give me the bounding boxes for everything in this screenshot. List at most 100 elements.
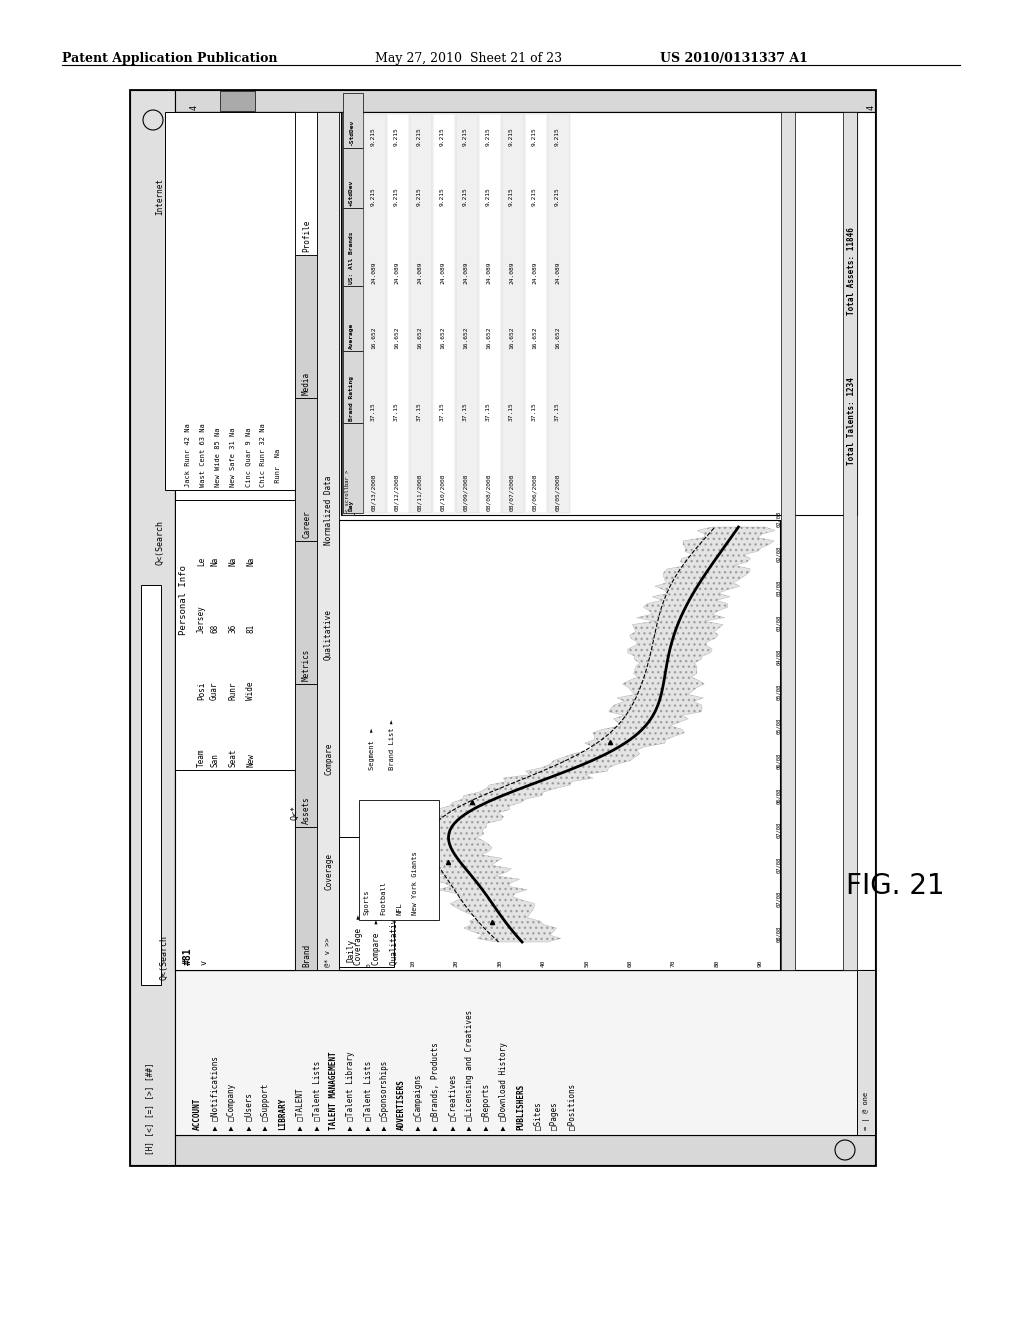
Text: #81: #81	[183, 948, 193, 965]
Polygon shape	[479, 114, 501, 513]
Text: 37.15: 37.15	[440, 403, 445, 421]
Text: 16.652: 16.652	[532, 326, 537, 348]
Text: 03/08: 03/08	[776, 615, 781, 631]
Text: < scrollbar >: < scrollbar >	[345, 470, 350, 512]
Text: □Sites: □Sites	[534, 1102, 542, 1130]
Text: 4: 4	[867, 106, 876, 110]
Text: PUBLISHERS: PUBLISHERS	[516, 1084, 525, 1130]
Polygon shape	[548, 114, 570, 513]
Text: Football: Football	[380, 880, 386, 915]
Text: 16.652: 16.652	[440, 326, 445, 348]
Text: New York Giants: New York Giants	[412, 851, 418, 915]
Polygon shape	[295, 684, 317, 828]
Text: Na: Na	[210, 557, 219, 566]
Text: Posi: Posi	[197, 681, 206, 700]
Text: New: New	[246, 754, 255, 767]
Text: 0: 0	[367, 964, 372, 968]
Text: 9.215: 9.215	[371, 187, 376, 206]
Text: US 2010/0131337 A1: US 2010/0131337 A1	[660, 51, 808, 65]
Polygon shape	[295, 399, 317, 541]
Text: Team: Team	[197, 748, 206, 767]
Text: 16.652: 16.652	[371, 326, 376, 348]
Text: 08/11/2008: 08/11/2008	[417, 474, 422, 511]
Text: Metrics: Metrics	[302, 648, 311, 681]
Text: 90: 90	[758, 960, 763, 968]
Text: Normalized Data: Normalized Data	[324, 475, 333, 545]
Text: 81: 81	[246, 624, 255, 634]
Polygon shape	[410, 114, 432, 513]
Text: 40: 40	[541, 960, 546, 968]
Text: 08/08: 08/08	[776, 925, 781, 942]
Text: = | @ one: = | @ one	[863, 1092, 870, 1130]
Text: Brand: Brand	[302, 944, 311, 968]
Polygon shape	[175, 112, 295, 970]
Text: 02/08: 02/08	[776, 545, 781, 561]
Text: Na: Na	[246, 557, 255, 566]
Text: 08/05/2008: 08/05/2008	[555, 474, 560, 511]
Text: v: v	[200, 960, 209, 965]
Text: Runr: Runr	[228, 681, 237, 700]
Text: 24.089: 24.089	[509, 261, 514, 284]
Polygon shape	[343, 286, 362, 351]
Text: Jack Runr 42 Na: Jack Runr 42 Na	[185, 424, 191, 487]
Text: ▶ □Support: ▶ □Support	[261, 1084, 270, 1130]
Text: @* v >>: @* v >>	[324, 937, 330, 968]
Text: New Wide 85 Na: New Wide 85 Na	[215, 428, 221, 487]
Polygon shape	[339, 520, 780, 970]
Text: Brand List ►: Brand List ►	[389, 719, 395, 770]
Text: Total Assets: 11846: Total Assets: 11846	[847, 227, 856, 315]
Text: Wast Cent 63 Na: Wast Cent 63 Na	[200, 424, 206, 487]
Text: 9.215: 9.215	[394, 187, 399, 206]
Text: +StdDev: +StdDev	[349, 180, 354, 206]
Text: Assets: Assets	[302, 796, 311, 824]
Polygon shape	[317, 112, 339, 970]
Text: Segment  ►: Segment ►	[369, 727, 375, 770]
Text: 68: 68	[210, 624, 219, 634]
Polygon shape	[502, 114, 524, 513]
Text: 9.215: 9.215	[371, 127, 376, 147]
Text: ▶ □Creatives: ▶ □Creatives	[449, 1074, 457, 1130]
Text: 37.15: 37.15	[463, 403, 468, 421]
Polygon shape	[295, 255, 317, 399]
Text: Compare  ►: Compare ►	[372, 919, 381, 965]
Polygon shape	[175, 500, 295, 770]
Polygon shape	[175, 1135, 874, 1166]
Polygon shape	[175, 112, 874, 970]
Text: ADVERTISERS: ADVERTISERS	[397, 1080, 406, 1130]
Text: Wide: Wide	[246, 681, 255, 700]
Text: □Positions: □Positions	[567, 1084, 575, 1130]
Text: Jersey: Jersey	[197, 606, 206, 634]
Text: ▶ □Download History: ▶ □Download History	[499, 1041, 508, 1130]
Text: 4: 4	[190, 106, 199, 110]
Polygon shape	[295, 541, 317, 684]
Text: [H] [<] [=] [>] [##]: [H] [<] [=] [>] [##]	[145, 1063, 154, 1155]
Polygon shape	[433, 114, 455, 513]
Text: May 27, 2010  Sheet 21 of 23: May 27, 2010 Sheet 21 of 23	[375, 51, 562, 65]
Text: Average: Average	[349, 323, 354, 348]
Text: Le: Le	[197, 557, 206, 566]
Text: US: All Brands: US: All Brands	[349, 231, 354, 284]
Text: ▶ □TALENT: ▶ □TALENT	[295, 1089, 304, 1130]
Text: 37.15: 37.15	[532, 403, 537, 421]
Text: 9.215: 9.215	[463, 127, 468, 147]
Text: ▶ □Licensing and Creatives: ▶ □Licensing and Creatives	[465, 1010, 474, 1130]
Text: 9.215: 9.215	[532, 187, 537, 206]
Text: Media: Media	[302, 372, 311, 395]
Text: 07/08: 07/08	[776, 891, 781, 907]
Text: ▶ □Brands, Products: ▶ □Brands, Products	[431, 1041, 440, 1130]
Text: 60: 60	[628, 960, 633, 968]
Text: Profile: Profile	[302, 219, 311, 252]
Text: NFL: NFL	[396, 903, 402, 915]
Text: 16.652: 16.652	[394, 326, 399, 348]
Text: 08/06/2008: 08/06/2008	[532, 474, 537, 511]
Text: 06/08: 06/08	[776, 752, 781, 770]
Text: ▶ □Reports: ▶ □Reports	[482, 1084, 490, 1130]
Polygon shape	[343, 148, 362, 209]
Polygon shape	[165, 112, 295, 490]
Text: 08/09/2008: 08/09/2008	[463, 474, 468, 511]
Text: 37.15: 37.15	[555, 403, 560, 421]
Text: 30: 30	[498, 960, 503, 968]
Text: ▶ □Users: ▶ □Users	[244, 1093, 253, 1130]
Text: Sports: Sports	[364, 890, 370, 915]
Text: 10: 10	[411, 960, 416, 968]
